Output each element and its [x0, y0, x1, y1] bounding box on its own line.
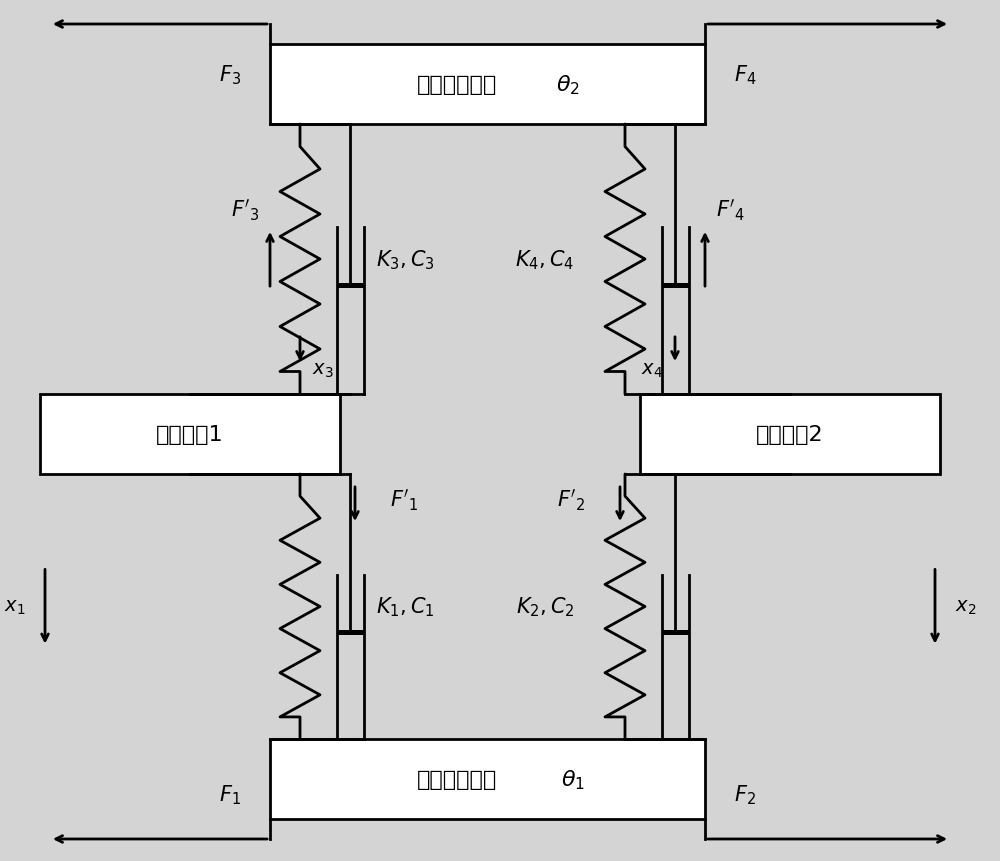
Text: $F'_4$: $F'_4$	[716, 197, 744, 222]
Text: $F_1$: $F_1$	[219, 783, 241, 806]
Text: 关节输出法兰: 关节输出法兰	[417, 75, 498, 95]
Bar	[270, 739, 705, 819]
Text: $K_1,C_1$: $K_1,C_1$	[376, 595, 434, 618]
Bar	[40, 394, 340, 474]
Text: $F'_2$: $F'_2$	[557, 486, 585, 512]
Text: $\theta_1$: $\theta_1$	[561, 767, 584, 791]
Text: $K_4,C_4$: $K_4,C_4$	[515, 248, 575, 271]
Text: $x_2$: $x_2$	[955, 598, 976, 616]
Text: $K_3,C_3$: $K_3,C_3$	[376, 248, 434, 271]
Text: $x_4$: $x_4$	[641, 360, 663, 379]
Text: $K_2,C_2$: $K_2,C_2$	[516, 595, 574, 618]
Text: 动滑轮组2: 动滑轮组2	[756, 424, 824, 444]
Text: $F_4$: $F_4$	[734, 63, 756, 87]
Bar	[270, 45, 705, 125]
Text: 动滑轮组1: 动滑轮组1	[156, 424, 224, 444]
Text: $\theta_2$: $\theta_2$	[556, 73, 579, 96]
Text: $F_2$: $F_2$	[734, 783, 756, 806]
Text: 齿轮头输出轴: 齿轮头输出轴	[417, 769, 498, 789]
Text: $F_3$: $F_3$	[219, 63, 241, 87]
Text: $x_3$: $x_3$	[312, 360, 334, 379]
Text: $x_1$: $x_1$	[4, 598, 25, 616]
Text: $F'_3$: $F'_3$	[231, 197, 259, 222]
Text: $F'_1$: $F'_1$	[390, 486, 418, 512]
Bar	[640, 394, 940, 474]
